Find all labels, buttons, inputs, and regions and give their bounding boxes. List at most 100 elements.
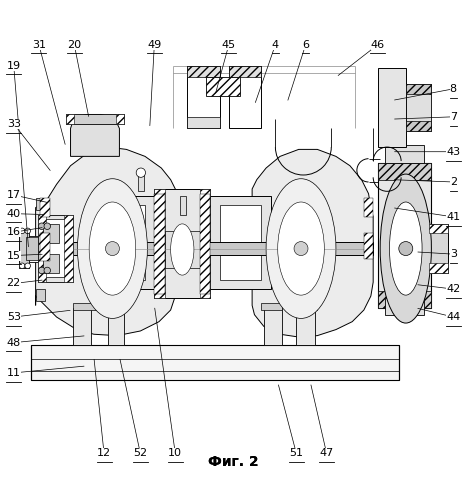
Text: 3: 3 — [450, 249, 457, 259]
Bar — [155, 189, 164, 298]
Bar — [262, 303, 283, 310]
Text: 40: 40 — [7, 209, 21, 219]
Text: 11: 11 — [7, 368, 21, 378]
Bar — [210, 196, 271, 289]
Bar — [406, 84, 432, 93]
Bar — [297, 308, 315, 345]
Bar — [187, 117, 219, 128]
Bar — [108, 308, 124, 345]
Text: 10: 10 — [168, 449, 182, 459]
Text: 51: 51 — [290, 449, 304, 459]
Bar — [26, 238, 38, 260]
Bar — [35, 198, 45, 210]
Ellipse shape — [389, 202, 422, 295]
Text: Фиг. 2: Фиг. 2 — [208, 455, 259, 469]
Polygon shape — [35, 147, 175, 336]
Bar — [429, 224, 448, 273]
Bar — [180, 196, 185, 215]
Text: 42: 42 — [446, 284, 460, 294]
Text: 2: 2 — [450, 177, 457, 187]
Ellipse shape — [19, 263, 25, 268]
Bar — [42, 224, 59, 243]
Bar — [229, 65, 262, 77]
Bar — [40, 219, 68, 277]
Bar — [64, 215, 73, 282]
Ellipse shape — [155, 278, 163, 286]
Bar — [73, 303, 96, 310]
Text: 12: 12 — [97, 449, 111, 459]
Bar — [264, 308, 283, 345]
Text: 52: 52 — [133, 449, 148, 459]
Bar — [116, 114, 124, 124]
Polygon shape — [252, 149, 373, 337]
Bar — [385, 298, 425, 315]
Text: 7: 7 — [450, 112, 457, 122]
Bar — [378, 163, 432, 180]
Text: 16: 16 — [7, 227, 21, 237]
Text: 45: 45 — [222, 39, 236, 49]
Bar — [294, 303, 317, 310]
Text: 22: 22 — [7, 278, 21, 288]
Bar — [138, 175, 144, 191]
Bar — [385, 145, 425, 163]
Bar — [429, 224, 448, 233]
Bar — [103, 205, 145, 280]
Ellipse shape — [106, 242, 120, 255]
Bar — [406, 84, 432, 131]
Ellipse shape — [399, 242, 413, 255]
Ellipse shape — [38, 267, 45, 274]
Text: Фиг. 2: Фиг. 2 — [208, 455, 259, 469]
Bar — [364, 233, 373, 259]
Bar — [19, 236, 47, 261]
Bar — [200, 189, 210, 298]
Bar — [66, 114, 74, 124]
Text: 46: 46 — [371, 39, 385, 49]
Bar — [35, 289, 45, 301]
Bar — [205, 77, 241, 96]
Ellipse shape — [155, 211, 163, 218]
Text: 44: 44 — [446, 312, 460, 322]
Bar — [187, 65, 219, 128]
Bar — [66, 114, 124, 124]
Bar — [106, 303, 127, 310]
Text: 53: 53 — [7, 312, 21, 322]
Bar — [155, 194, 164, 294]
Ellipse shape — [19, 228, 25, 234]
Bar — [42, 254, 59, 273]
Text: 49: 49 — [147, 39, 162, 49]
Bar — [219, 205, 262, 280]
Ellipse shape — [78, 179, 148, 318]
Ellipse shape — [25, 263, 30, 268]
Ellipse shape — [170, 224, 194, 275]
Text: 15: 15 — [7, 250, 21, 260]
Text: 33: 33 — [7, 119, 21, 129]
Bar — [73, 308, 92, 345]
Ellipse shape — [380, 174, 432, 323]
Text: 48: 48 — [7, 338, 21, 348]
Bar — [429, 263, 448, 273]
Text: 17: 17 — [7, 190, 21, 200]
Bar — [364, 198, 373, 217]
Text: 19: 19 — [7, 60, 21, 70]
Ellipse shape — [202, 278, 209, 286]
Bar — [38, 215, 46, 282]
Ellipse shape — [44, 267, 50, 274]
Bar — [155, 189, 210, 298]
Bar — [378, 68, 406, 147]
Ellipse shape — [266, 179, 336, 318]
Bar — [38, 215, 73, 282]
Bar — [164, 231, 199, 268]
Bar — [40, 233, 50, 261]
Bar — [19, 242, 373, 255]
Bar — [94, 196, 155, 289]
Text: 43: 43 — [446, 147, 460, 157]
Bar — [200, 194, 210, 294]
Text: 20: 20 — [67, 39, 81, 49]
Bar — [19, 229, 28, 268]
Ellipse shape — [38, 223, 45, 230]
Bar — [31, 345, 399, 380]
Ellipse shape — [44, 223, 50, 230]
Bar — [19, 240, 33, 257]
Text: 47: 47 — [319, 449, 334, 459]
Ellipse shape — [89, 202, 136, 295]
